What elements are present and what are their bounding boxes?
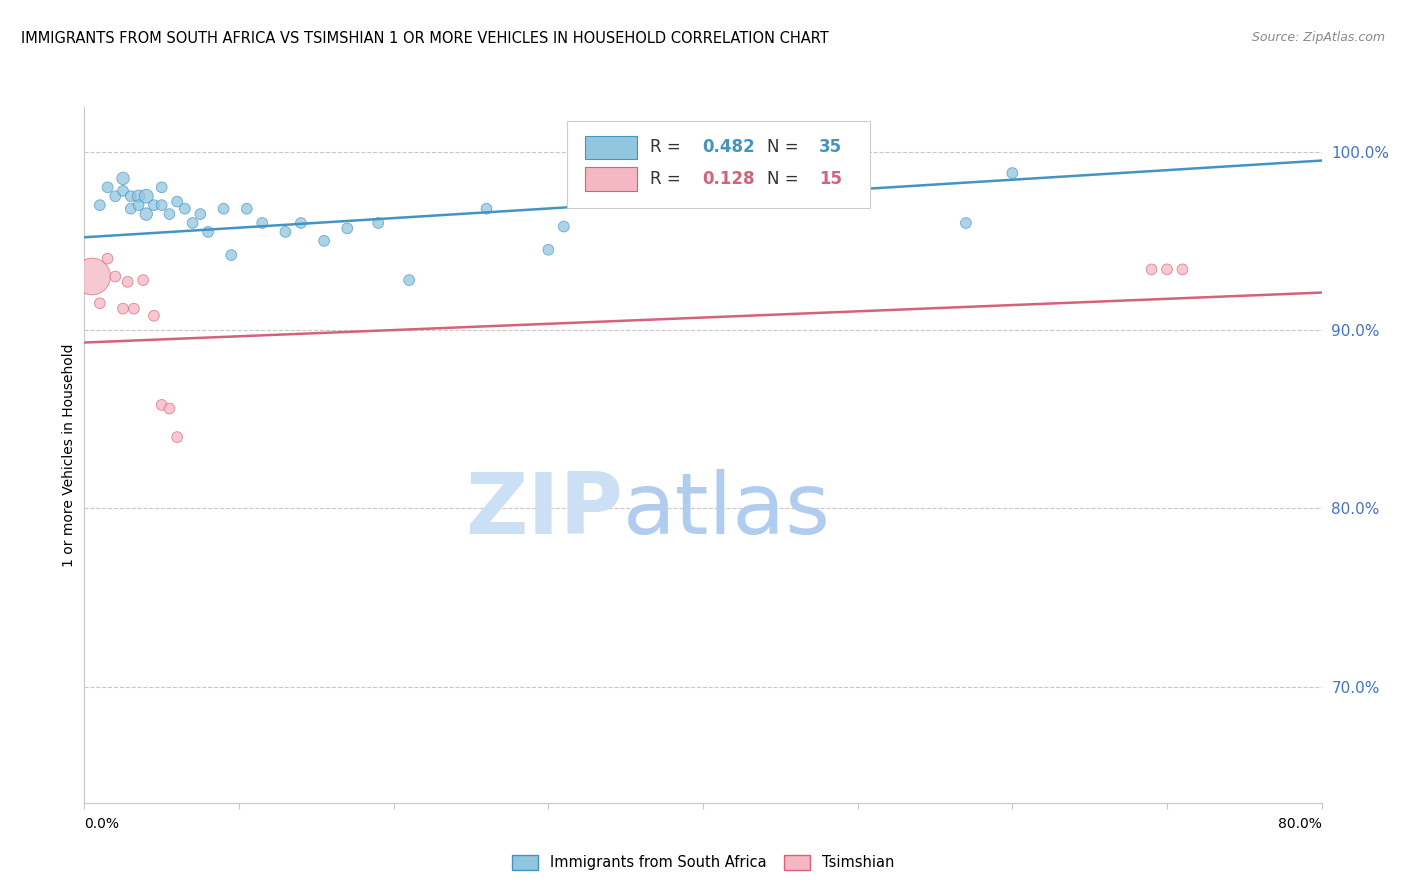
Point bbox=[181, 216, 204, 230]
Point bbox=[97, 252, 120, 266]
Point bbox=[112, 171, 135, 186]
Point bbox=[97, 180, 120, 194]
Point bbox=[82, 269, 104, 284]
Text: 80.0%: 80.0% bbox=[1278, 817, 1322, 831]
Point bbox=[128, 198, 150, 212]
Text: N =: N = bbox=[768, 138, 804, 156]
Point bbox=[1001, 166, 1024, 180]
Point bbox=[150, 398, 173, 412]
Text: R =: R = bbox=[650, 138, 686, 156]
Point bbox=[89, 198, 111, 212]
Point bbox=[120, 189, 142, 203]
Point bbox=[112, 184, 135, 198]
FancyBboxPatch shape bbox=[585, 167, 637, 191]
Text: IMMIGRANTS FROM SOUTH AFRICA VS TSIMSHIAN 1 OR MORE VEHICLES IN HOUSEHOLD CORREL: IMMIGRANTS FROM SOUTH AFRICA VS TSIMSHIA… bbox=[21, 31, 830, 46]
Legend: Immigrants from South Africa, Tsimshian: Immigrants from South Africa, Tsimshian bbox=[506, 848, 900, 876]
Point bbox=[166, 430, 188, 444]
Point bbox=[159, 401, 181, 416]
Point bbox=[135, 189, 157, 203]
Point bbox=[290, 216, 312, 230]
Point bbox=[475, 202, 498, 216]
Point bbox=[1140, 262, 1163, 277]
Point bbox=[117, 275, 139, 289]
Point bbox=[159, 207, 181, 221]
Point bbox=[197, 225, 219, 239]
Point bbox=[174, 202, 197, 216]
Point bbox=[150, 198, 173, 212]
Point bbox=[150, 180, 173, 194]
Point bbox=[166, 194, 188, 209]
Point bbox=[112, 301, 135, 316]
Y-axis label: 1 or more Vehicles in Household: 1 or more Vehicles in Household bbox=[62, 343, 76, 566]
Point bbox=[212, 202, 235, 216]
Text: atlas: atlas bbox=[623, 469, 831, 552]
FancyBboxPatch shape bbox=[585, 136, 637, 159]
Point bbox=[135, 207, 157, 221]
Point bbox=[104, 269, 127, 284]
Point bbox=[128, 189, 150, 203]
Point bbox=[955, 216, 977, 230]
Text: 0.128: 0.128 bbox=[702, 169, 754, 187]
Text: 15: 15 bbox=[820, 169, 842, 187]
Point bbox=[89, 296, 111, 310]
Point bbox=[537, 243, 560, 257]
Point bbox=[132, 273, 155, 287]
Text: Source: ZipAtlas.com: Source: ZipAtlas.com bbox=[1251, 31, 1385, 45]
Point bbox=[336, 221, 359, 235]
Point bbox=[367, 216, 389, 230]
Text: ZIP: ZIP bbox=[465, 469, 623, 552]
Point bbox=[104, 189, 127, 203]
Point bbox=[1156, 262, 1178, 277]
Point bbox=[221, 248, 243, 262]
Point bbox=[122, 301, 145, 316]
Text: 35: 35 bbox=[820, 138, 842, 156]
Text: 0.482: 0.482 bbox=[702, 138, 755, 156]
Point bbox=[143, 309, 166, 323]
Point bbox=[236, 202, 259, 216]
Text: N =: N = bbox=[768, 169, 804, 187]
FancyBboxPatch shape bbox=[567, 121, 870, 208]
Point bbox=[274, 225, 297, 239]
Point bbox=[252, 216, 274, 230]
Point bbox=[553, 219, 575, 234]
Point bbox=[120, 202, 142, 216]
Text: 0.0%: 0.0% bbox=[84, 817, 120, 831]
Point bbox=[1171, 262, 1194, 277]
Point bbox=[314, 234, 336, 248]
Point bbox=[188, 207, 212, 221]
Text: R =: R = bbox=[650, 169, 686, 187]
Point bbox=[143, 198, 166, 212]
Point bbox=[398, 273, 420, 287]
